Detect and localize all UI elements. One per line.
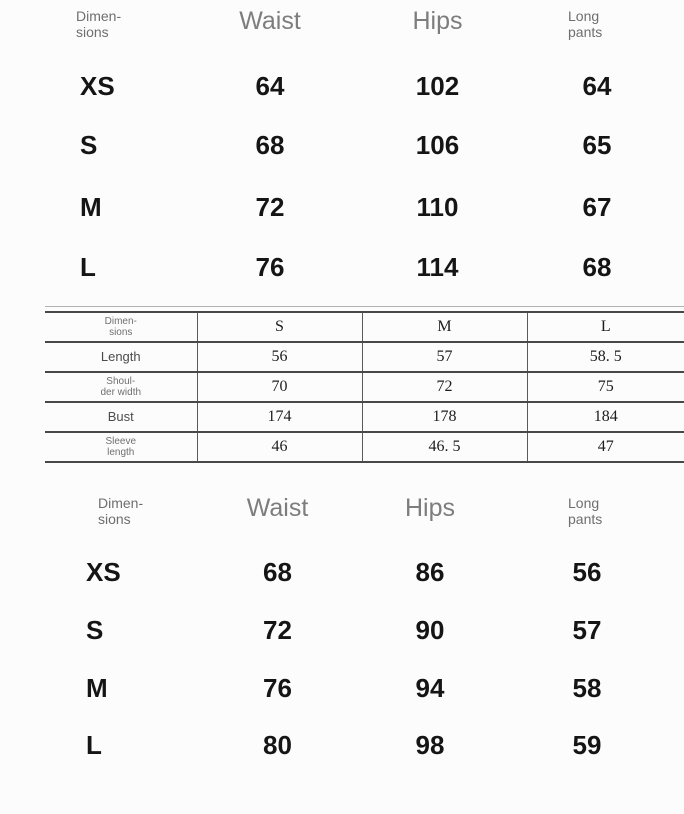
hips-value: 90 — [415, 615, 445, 645]
row-label: Bust — [45, 402, 198, 433]
header-line: Long — [568, 8, 600, 24]
waist-value: 72 — [263, 615, 292, 645]
header-cell-dimensions: Dimen- sions — [0, 495, 185, 527]
waist-value: 68 — [263, 557, 292, 587]
header-cell-s: S — [197, 312, 363, 343]
waist-value: 68 — [255, 130, 285, 160]
header-line: pants — [568, 24, 603, 40]
value-cell: 75 — [527, 372, 684, 403]
hips-value: 102 — [415, 71, 460, 101]
hips-value: 114 — [416, 252, 459, 282]
size-label: M — [80, 192, 102, 222]
long-pants-value: 58 — [572, 673, 602, 703]
value-cell: 46. 5 — [362, 432, 528, 463]
header-cell-long-pants: Long pants — [490, 495, 684, 527]
table-row-s: S 72 90 57 — [0, 615, 684, 645]
table-row-xs: XS 64 102 64 — [0, 71, 684, 101]
table-row-l: L 80 98 59 — [0, 730, 684, 760]
value-cell: 46 — [197, 432, 363, 463]
long-pants-value: 67 — [582, 192, 612, 222]
table-row-m: M 76 94 58 — [0, 673, 684, 703]
table-row-sleeve-length: Sleeve length 46 46. 5 47 — [45, 432, 684, 463]
header-line: Dimen- — [104, 316, 137, 327]
hips-value: 110 — [416, 192, 459, 222]
table-row-xs: XS 68 86 56 — [0, 557, 684, 587]
row-label-line: length — [107, 447, 135, 458]
value-cell: 70 — [197, 372, 363, 403]
size-label: XS — [80, 71, 115, 101]
header-line: Dimen- — [98, 495, 144, 511]
header-cell-dimensions: Dimen- sions — [45, 312, 198, 343]
long-pants-value: 59 — [572, 730, 602, 760]
waist-value: 72 — [255, 192, 285, 222]
header-cell-waist: Waist — [239, 7, 301, 35]
hips-value: 98 — [415, 730, 445, 760]
table-row-length: Length 56 57 58. 5 — [45, 342, 684, 373]
long-pants-value: 65 — [582, 130, 612, 160]
row-label-line: Shoul- — [106, 376, 136, 387]
header-cell-waist: Waist — [246, 494, 309, 522]
header-cell-dimensions: Dimen- sions — [0, 8, 175, 40]
waist-value: 64 — [255, 71, 285, 101]
header-row: Dimen- sions Waist Hips Long pants — [0, 7, 684, 41]
long-pants-value: 57 — [572, 615, 602, 645]
header-line: Long — [568, 495, 600, 511]
header-cell-hips: Hips — [404, 494, 455, 522]
value-cell: 47 — [527, 432, 684, 463]
table-row-shoulder-width: Shoul- der width 70 72 75 — [45, 372, 684, 403]
header-cell-l: L — [527, 312, 684, 343]
table-row-l: L 76 114 68 — [0, 252, 684, 282]
header-line: sions — [76, 24, 109, 40]
header-row: Dimen- sions Waist Hips Long pants — [0, 494, 684, 528]
header-cell-m: M — [362, 312, 528, 343]
table-row-m: M 72 110 67 — [0, 192, 684, 222]
row-label-text: Length — [100, 349, 141, 364]
size-label: M — [86, 673, 108, 703]
bordered-table: Dimen- sions S M L Length 56 57 58. 5 — [45, 311, 684, 463]
row-label: Length — [45, 342, 198, 373]
waist-value: 80 — [263, 730, 292, 760]
waist-value: 76 — [255, 252, 285, 282]
waist-value: 76 — [263, 673, 292, 703]
value-cell: 72 — [362, 372, 528, 403]
hips-value: 106 — [415, 130, 460, 160]
row-label-line: der width — [100, 387, 142, 398]
size-label: L — [86, 730, 102, 760]
header-row: Dimen- sions S M L — [45, 312, 684, 343]
table-row-s: S 68 106 65 — [0, 130, 684, 160]
header-line: Dimen- — [76, 8, 122, 24]
header-cell-long-pants: Long pants — [510, 8, 684, 40]
row-label-line: Sleeve — [105, 436, 137, 447]
header-cell-hips: Hips — [412, 7, 463, 35]
hips-value: 94 — [415, 673, 445, 703]
value-cell: 174 — [197, 402, 363, 433]
top-garment-size-chart: Dimen- sions S M L Length 56 57 58. 5 — [45, 306, 684, 463]
long-pants-value: 64 — [582, 71, 612, 101]
value-cell: 57 — [362, 342, 528, 373]
row-label: Shoul- der width — [45, 372, 198, 403]
value-cell: 178 — [362, 402, 528, 433]
table-row-bust: Bust 174 178 184 — [45, 402, 684, 433]
hips-value: 86 — [415, 557, 445, 587]
value-cell: 56 — [197, 342, 363, 373]
header-line: pants — [568, 511, 603, 527]
row-label: Sleeve length — [45, 432, 198, 463]
size-label: L — [80, 252, 96, 282]
value-cell: 184 — [527, 402, 684, 433]
header-line: sions — [98, 511, 131, 527]
long-pants-value: 56 — [572, 557, 602, 587]
row-label-text: Bust — [107, 409, 134, 424]
header-line: sions — [109, 327, 133, 338]
long-pants-value: 68 — [582, 252, 612, 282]
size-label: S — [86, 615, 104, 645]
value-cell: 58. 5 — [527, 342, 684, 373]
size-label: XS — [86, 557, 121, 587]
size-label: S — [80, 130, 98, 160]
